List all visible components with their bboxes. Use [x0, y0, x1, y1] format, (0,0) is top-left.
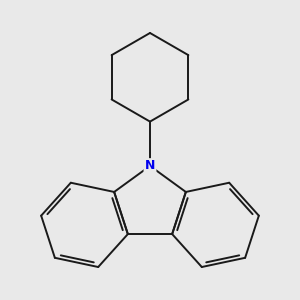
Text: N: N	[145, 159, 155, 172]
